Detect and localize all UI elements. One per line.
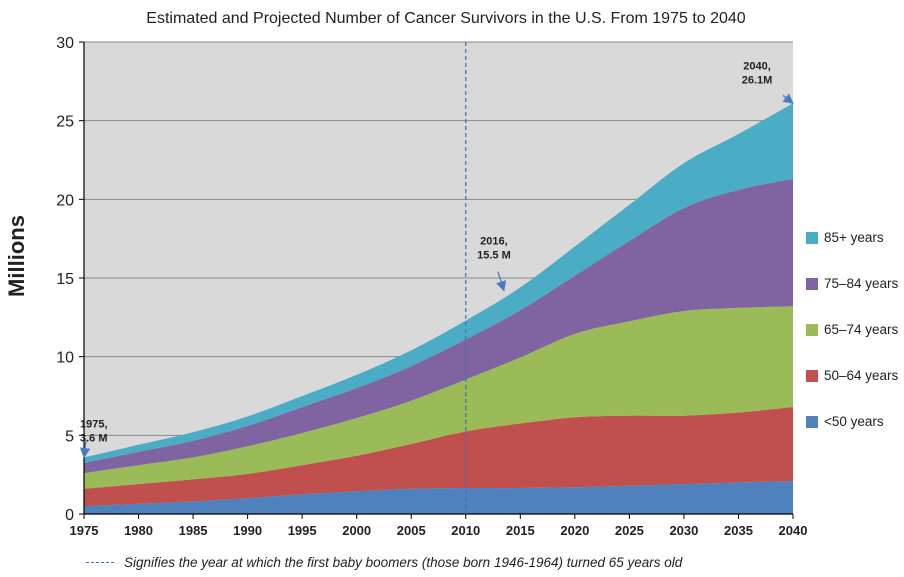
chart-title: Estimated and Projected Number of Cancer… — [146, 10, 746, 27]
chart-legend: 85+ years 75–84 years 65–74 years 50–64 … — [806, 230, 902, 460]
legend-label-85-plus: 85+ years — [824, 230, 884, 245]
x-tick-label-2020: 2020 — [560, 523, 589, 538]
annotation-arrow-2 — [782, 93, 794, 105]
legend-item-50-64: 50–64 years — [806, 368, 902, 414]
x-tick-label-2005: 2005 — [397, 523, 426, 538]
annotation-2-line-1: 26.1M — [742, 74, 773, 86]
x-tick-label-2040: 2040 — [779, 523, 808, 538]
legend-item-under-50: <50 years — [806, 414, 902, 460]
legend-swatch-65-74 — [806, 324, 818, 336]
legend-swatch-85-plus — [806, 232, 818, 244]
area-series-2 — [84, 306, 793, 489]
x-tick-label-2015: 2015 — [506, 523, 535, 538]
area-series-0 — [84, 481, 793, 514]
legend-label-65-74: 65–74 years — [824, 322, 899, 337]
y-tick-label-15: 15 — [56, 271, 74, 288]
x-tick-label-2025: 2025 — [615, 523, 644, 538]
footnote-text: Signifies the year at which the first ba… — [124, 555, 683, 570]
legend-swatch-75-84 — [806, 278, 818, 290]
legend-label-75-84: 75–84 years — [824, 276, 899, 291]
annotation-arrow-1 — [496, 271, 507, 292]
x-tick-label-1980: 1980 — [124, 523, 153, 538]
y-tick-label-25: 25 — [56, 114, 74, 131]
footnote-dashed-line — [86, 562, 114, 563]
area-series-1 — [84, 407, 793, 507]
y-tick-label-5: 5 — [65, 428, 74, 445]
y-tick-label-30: 30 — [56, 35, 74, 52]
x-tick-label-2010: 2010 — [451, 523, 480, 538]
y-axis-label: Millions — [4, 215, 29, 297]
legend-item-65-74: 65–74 years — [806, 322, 902, 368]
legend-swatch-under-50 — [806, 416, 818, 428]
legend-item-85-plus: 85+ years — [806, 230, 902, 276]
x-tick-label-1985: 1985 — [179, 523, 208, 538]
x-tick-label-2035: 2035 — [724, 523, 753, 538]
x-tick-label-1995: 1995 — [288, 523, 317, 538]
x-tick-label-1975: 1975 — [70, 523, 99, 538]
legend-label-50-64: 50–64 years — [824, 368, 899, 383]
annotation-arrow-0 — [79, 440, 91, 459]
chart-footnote: Signifies the year at which the first ba… — [86, 555, 682, 570]
y-tick-label-10: 10 — [56, 350, 74, 367]
annotation-1-line-0: 2016, — [480, 236, 508, 248]
legend-swatch-50-64 — [806, 370, 818, 382]
x-tick-label-1990: 1990 — [233, 523, 262, 538]
y-tick-label-20: 20 — [56, 192, 74, 209]
annotation-1-line-1: 15.5 M — [477, 250, 511, 262]
legend-item-75-84: 75–84 years — [806, 276, 902, 322]
annotation-0-line-0: 1975, — [80, 418, 108, 430]
annotation-0-line-1: 3.6 M — [80, 432, 108, 444]
y-tick-label-0: 0 — [65, 507, 74, 524]
annotation-2-line-0: 2040, — [743, 60, 771, 72]
x-tick-label-2000: 2000 — [342, 523, 371, 538]
area-series-3 — [84, 178, 793, 474]
x-tick-label-2030: 2030 — [669, 523, 698, 538]
legend-label-under-50: <50 years — [824, 414, 884, 429]
